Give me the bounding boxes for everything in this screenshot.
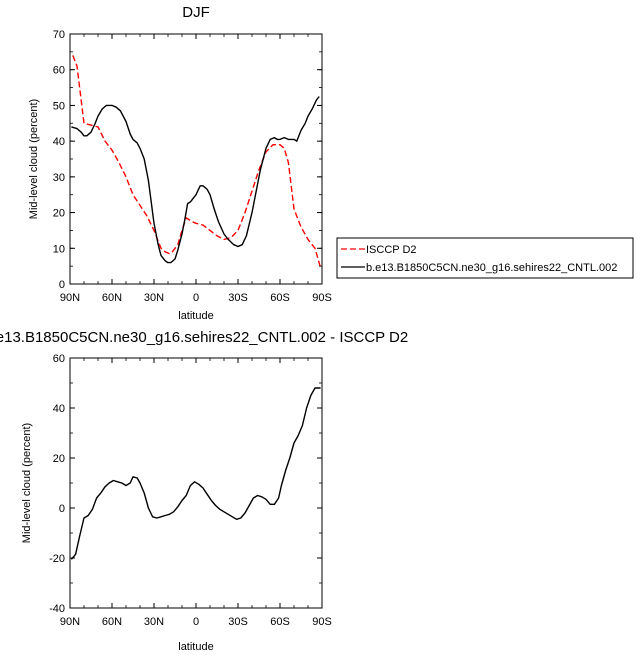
top-chart-ylabel: Mid-level cloud (percent) <box>28 99 40 219</box>
x-tick-label: 90S <box>312 616 332 628</box>
y-tick-label: 50 <box>53 100 65 112</box>
x-tick-label: 30S <box>228 292 248 304</box>
legend-label-isccp: ISCCP D2 <box>366 244 417 256</box>
x-tick-label: 60S <box>270 292 290 304</box>
x-tick-label: 90N <box>60 616 80 628</box>
x-tick-label: 30N <box>144 292 164 304</box>
top-chart-axes: 0 10 20 30 40 50 60 70 90N 60N 30N 0 30S 60S 90S <box>53 29 332 304</box>
y-tick-label: 40 <box>53 136 65 148</box>
top-chart-plot <box>71 55 322 269</box>
bottom-chart-ylabel: Mid-level cloud (percent) <box>21 423 33 543</box>
x-tick-label: 60N <box>102 616 122 628</box>
y-tick-label: 60 <box>53 65 65 77</box>
legend-box <box>336 237 634 279</box>
y-tick-label: 20 <box>53 453 65 465</box>
y-tick-label: 0 <box>59 279 65 291</box>
y-tick-label: 0 <box>59 503 65 515</box>
y-tick-label: 30 <box>53 172 65 184</box>
y-tick-label: 70 <box>53 29 65 41</box>
bottom-chart-plot <box>70 387 321 560</box>
x-tick-label: 90N <box>60 292 80 304</box>
y-tick-label: 20 <box>53 208 65 220</box>
series-line-b <box>71 96 320 264</box>
bottom-chart-axes: -40 -20 0 20 40 60 90N 60N 30N 0 30S 60S 90S <box>49 353 332 628</box>
series-line-a <box>70 387 321 560</box>
top-chart: DJF 0 10 20 30 40 50 60 70 90N 60N 30N 0 30S 60S 90S l… <box>28 4 634 322</box>
x-tick-label: 90S <box>312 292 332 304</box>
x-tick-label: 0 <box>193 292 199 304</box>
top-chart-title: DJF <box>182 4 210 21</box>
legend: ISCCP D2 b.e13.B1850C5CN.ne30_g16.sehire… <box>336 237 634 279</box>
legend-label-model: b.e13.B1850C5CN.ne30_g16.sehires22_CNTL.… <box>366 262 617 274</box>
x-tick-label: 60S <box>270 616 290 628</box>
y-tick-label: 10 <box>53 243 65 255</box>
top-chart-xlabel: latitude <box>178 310 213 322</box>
top-chart-frame <box>69 33 323 285</box>
x-tick-label: 0 <box>193 616 199 628</box>
y-tick-label: 40 <box>53 403 65 415</box>
x-tick-label: 30N <box>144 616 164 628</box>
bottom-chart-title: e13.B1850C5CN.ne30_g16.sehires22_CNTL.00… <box>0 329 408 346</box>
y-tick-label: -40 <box>49 603 65 615</box>
bottom-chart: e13.B1850C5CN.ne30_g16.sehires22_CNTL.00… <box>0 329 408 653</box>
x-tick-label: 60N <box>102 292 122 304</box>
x-tick-label: 30S <box>228 616 248 628</box>
y-tick-label: 60 <box>53 353 65 365</box>
series-line-a <box>72 55 322 269</box>
bottom-chart-xlabel: latitude <box>178 641 213 653</box>
y-tick-label: -20 <box>49 553 65 565</box>
